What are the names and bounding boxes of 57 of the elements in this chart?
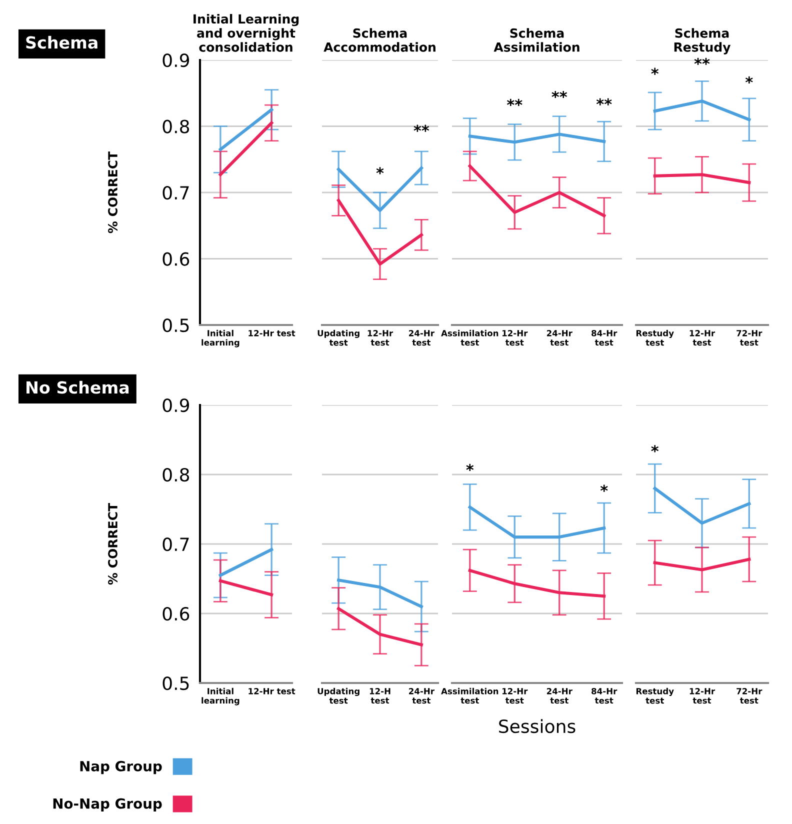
annotation: **	[414, 124, 430, 132]
y-tick-label: 0.5	[162, 676, 189, 690]
y-tick-label: 0.6	[162, 606, 190, 621]
y-tick-label: 0.6	[162, 252, 190, 266]
x-tick-label: 72-Hr test	[736, 330, 762, 346]
x-tick-label: 12-H test	[370, 688, 390, 704]
annotation: *	[376, 167, 384, 174]
x-tick-label: 72-Hr test	[736, 688, 762, 704]
x-tick-label: Restudy test	[636, 330, 674, 346]
x-tick-label: Initial learning	[202, 688, 240, 706]
x-tick-label: 12-Hr test	[248, 688, 296, 694]
text: No Schema	[26, 380, 129, 394]
x-tick-label: 12-Hr test	[248, 330, 296, 336]
x-tick-label: Assimilation test	[441, 330, 498, 346]
x-tick-label: 12-Hr test	[690, 330, 716, 346]
x-tick-label: Assimilation test	[441, 688, 498, 704]
x-tick-label: Initial learning	[202, 330, 240, 348]
annotation: *	[466, 464, 474, 472]
x-tick-label: Restudy test	[636, 688, 674, 704]
annotation: *	[651, 68, 659, 75]
y-tick-label: 0.8	[162, 468, 190, 482]
annotation: **	[552, 90, 568, 98]
annotation: *	[600, 484, 608, 492]
x-tick-label: Updating test	[318, 330, 360, 346]
y-tick-label: 0.9	[162, 53, 190, 68]
annotation: *	[651, 445, 659, 452]
x-tick-label: 24-Hr test	[409, 330, 434, 346]
x-tick-label: 84-Hr test	[592, 688, 618, 704]
x-tick-label: Updating test	[318, 688, 360, 704]
x-tick-label: 84-Hr test	[592, 330, 618, 346]
legend-label: No-Nap Group	[53, 798, 162, 812]
x-tick-label: 12-Hr test	[690, 688, 716, 704]
x-tick-label: 24-Hr test	[409, 688, 434, 704]
x-tick-label: 24-Hr test	[546, 688, 572, 704]
y-axis-title: % CORRECT	[108, 151, 118, 234]
x-tick-label: 24-Hr test	[546, 330, 572, 346]
annotation: **	[694, 58, 710, 65]
legend-label: Nap Group	[80, 760, 162, 774]
x-tick-label: 12-Hr test	[502, 330, 528, 346]
annotation: **	[596, 98, 612, 106]
annotation: *	[745, 76, 753, 84]
y-axis-title: % CORRECT	[108, 502, 118, 585]
y-tick-label: 0.5	[162, 318, 189, 332]
x-tick-label: 12-Hr test	[368, 330, 394, 346]
chart-title: Accommodation	[324, 42, 436, 52]
text: Schema	[353, 28, 407, 38]
y-tick-label: 0.9	[162, 398, 190, 412]
y-tick-label: 0.8	[162, 120, 190, 134]
x-axis-title: Sessions	[499, 719, 576, 734]
annotation: **	[506, 98, 522, 106]
chart-title: Schema Restudy	[674, 28, 731, 54]
x-tick-label: 12-Hr test	[502, 688, 528, 704]
text: Schema	[26, 36, 98, 49]
y-tick-label: 0.7	[162, 537, 189, 552]
chart-title: Schema Assimilation	[494, 28, 580, 52]
y-tick-label: 0.7	[162, 186, 189, 200]
chart-title: Initial Learning and overnight consolidation	[194, 14, 299, 52]
